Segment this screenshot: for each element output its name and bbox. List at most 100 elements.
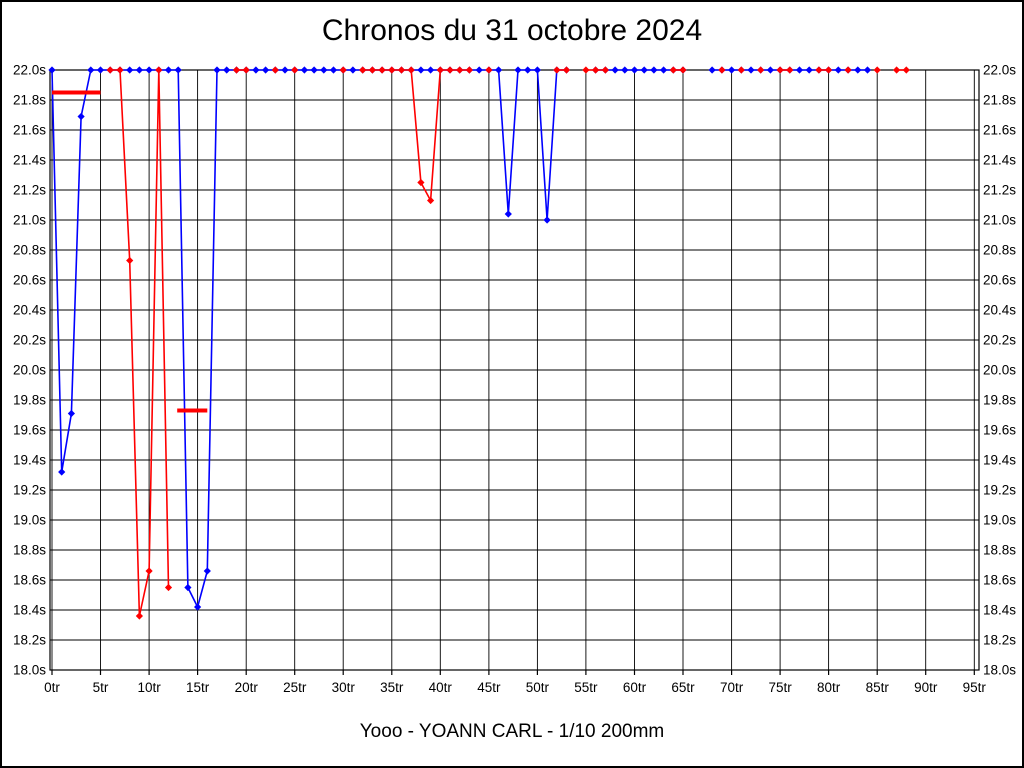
chart-subtitle: Yooo - YOANN CARL - 1/10 200mm [359, 721, 665, 742]
y-tick-label-left: 18.8s [13, 543, 46, 558]
pilote-rouge-data-point [155, 66, 163, 74]
pilote-bleu-data-point [194, 603, 202, 611]
pilote-rouge-data-point [388, 66, 396, 74]
pilote-rouge-data-point [485, 66, 493, 74]
y-tick-label-right: 18.2s [983, 633, 1016, 648]
y-axis-labels-right: 22.0s 21.8s 21.6s 21.4s 21.2s 21.0s 20.8s 20.6s… [983, 63, 1016, 678]
pilote-rouge-data-point [679, 66, 687, 74]
pilote-rouge-data-point [737, 66, 745, 74]
pilote-rouge-data-point [135, 612, 143, 620]
x-tick-label: 30tr [332, 680, 356, 695]
pilote-rouge-data-point [106, 66, 114, 74]
y-tick-label-left: 18.0s [13, 663, 46, 678]
x-tick-label: 85tr [866, 680, 890, 695]
pilote-bleu-data-point [184, 583, 192, 592]
x-tick-label: 20tr [235, 680, 259, 695]
x-tick-label: 35tr [380, 680, 404, 695]
pilote-rouge-data-point [417, 178, 425, 187]
pilote-rouge-data-point [368, 66, 376, 74]
y-tick-label-left: 19.4s [13, 453, 46, 468]
y-tick-label-right: 21.4s [983, 153, 1016, 168]
pilote-bleu-data-point [300, 66, 308, 74]
y-tick-label-right: 21.6s [983, 123, 1016, 138]
y-tick-label-right: 20.6s [983, 273, 1016, 288]
y-tick-label-left: 20.0s [13, 363, 46, 378]
x-tick-label: 45tr [477, 680, 501, 695]
pilote-bleu-data-point [640, 66, 648, 74]
pilote-rouge-data-point [145, 567, 153, 575]
x-tick-label: 50tr [526, 680, 550, 695]
y-tick-label-right: 22.0s [983, 63, 1016, 78]
pilote-bleu-data-point [203, 567, 211, 575]
pilote-bleu-data-point [87, 66, 95, 74]
series-blue-line [48, 66, 872, 611]
pilote-bleu-data-point [329, 66, 338, 74]
y-tick-label-left: 20.6s [13, 273, 46, 288]
pilote-rouge-data-point [232, 66, 241, 74]
pilote-rouge-data-point [893, 66, 901, 74]
pilote-rouge-data-point [397, 66, 406, 74]
pilote-bleu-data-point [524, 66, 532, 74]
pilote-rouge-data-point [359, 66, 367, 74]
y-tick-label-left: 19.2s [13, 483, 46, 498]
pilote-bleu-data-point [96, 66, 105, 74]
y-tick-label-left: 21.2s [13, 183, 46, 198]
pilote-bleu-data-point [533, 66, 541, 74]
pilote-bleu-data-point [621, 66, 629, 74]
pilote-rouge-data-point [116, 66, 124, 74]
y-tick-label-left: 18.4s [13, 603, 46, 618]
pilote-bleu-data-point [58, 468, 66, 476]
pilote-rouge-data-point [815, 66, 823, 74]
y-tick-label-right: 18.4s [983, 603, 1016, 618]
y-tick-label-left: 20.4s [13, 303, 46, 318]
x-tick-label: 25tr [283, 680, 307, 695]
pilote-bleu-data-point [863, 66, 872, 74]
y-tick-label-left: 19.6s [13, 423, 46, 438]
pilote-rouge-data-point [786, 66, 794, 74]
y-tick-label-right: 18.6s [983, 573, 1016, 588]
pilote-rouge-data-point [601, 66, 609, 74]
pilote-rouge-data-point [776, 66, 784, 74]
pilote-rouge-data-point [873, 66, 881, 74]
pilote-rouge-data-point [126, 256, 134, 265]
pilote-rouge-segment [110, 69, 170, 617]
pilote-rouge-segment [362, 69, 470, 204]
pilote-rouge-data-point [378, 66, 386, 74]
y-tick-label-left: 21.4s [13, 153, 46, 168]
y-tick-label-right: 21.2s [983, 183, 1016, 198]
x-tick-label: 65tr [671, 680, 695, 695]
pilote-rouge-data-point [669, 66, 677, 74]
pilote-bleu-data-point [660, 66, 668, 74]
pilote-rouge-data-point [553, 66, 561, 74]
pilote-rouge-data-point [718, 66, 726, 74]
pilote-bleu-data-point [795, 66, 804, 74]
x-tick-label: 60tr [623, 680, 647, 695]
x-axis-labels: 0tr 5tr 10tr 15tr 20tr 25tr 30tr 35tr 40tr 45tr 50… [44, 680, 986, 695]
pilote-rouge-data-point [242, 66, 250, 74]
x-tick-label: 55tr [574, 680, 598, 695]
y-tick-label-right: 18.0s [983, 663, 1016, 678]
y-tick-label-left: 20.2s [13, 333, 46, 348]
pilote-bleu-data-point [174, 66, 182, 74]
pilote-bleu-data-point [543, 216, 551, 224]
pilote-bleu-data-point [349, 66, 357, 74]
pilote-bleu-data-point [495, 66, 503, 74]
pilote-bleu-data-point [262, 66, 270, 74]
pilote-bleu-data-point [135, 66, 143, 74]
pilote-bleu-data-point [48, 66, 56, 74]
pilote-bleu-data-point [223, 66, 231, 74]
x-tick-label: 5tr [93, 680, 109, 695]
pilote-bleu-data-point [281, 66, 289, 74]
pilote-rouge-data-point [902, 66, 910, 74]
pilote-bleu-data-point [611, 66, 619, 74]
y-tick-label-right: 21.8s [983, 93, 1016, 108]
pilote-bleu-data-point [126, 66, 134, 74]
y-tick-label-right: 19.6s [983, 423, 1016, 438]
pilote-rouge-data-point [465, 66, 473, 74]
pilote-bleu-data-point [708, 66, 716, 74]
series-red-line [106, 66, 910, 620]
y-tick-label-right: 20.8s [983, 243, 1016, 258]
pilote-bleu-data-point [504, 210, 512, 218]
y-axis-labels-left: 22.0s 21.8s 21.6s 21.4s 21.2s 21.0s 20.8s 20.6s… [13, 63, 46, 678]
y-tick-label-left: 21.6s [13, 123, 46, 138]
